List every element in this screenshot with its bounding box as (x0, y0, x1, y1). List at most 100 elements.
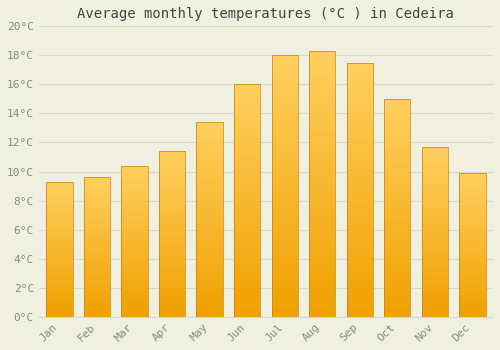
Bar (159, 169, 185, 171)
Bar (196, 260, 223, 262)
Bar (384, 108, 410, 110)
Bar (196, 159, 223, 161)
Bar (196, 198, 223, 200)
Bar (346, 106, 373, 108)
Bar (272, 275, 298, 278)
Bar (46, 282, 72, 283)
Bar (422, 196, 448, 198)
Bar (46, 234, 72, 236)
Bar (272, 267, 298, 270)
Bar (234, 170, 260, 173)
Bar (196, 235, 223, 237)
Bar (46, 240, 72, 241)
Bar (46, 290, 72, 291)
Bar (346, 88, 373, 91)
Bar (196, 192, 223, 194)
Bar (384, 225, 410, 228)
Bar (196, 136, 223, 138)
Bar (346, 96, 373, 98)
Bar (84, 254, 110, 256)
Bar (46, 236, 72, 237)
Bar (272, 139, 298, 142)
Bar (196, 128, 223, 130)
Bar (346, 230, 373, 233)
Bar (84, 214, 110, 215)
Bar (460, 213, 485, 215)
Bar (309, 282, 336, 285)
Bar (234, 159, 260, 161)
Bar (422, 206, 448, 208)
Bar (46, 205, 72, 206)
Bar (384, 162, 410, 164)
Bar (346, 314, 373, 317)
Bar (84, 297, 110, 299)
Bar (122, 273, 148, 274)
Bar (84, 301, 110, 303)
Bar (46, 218, 72, 219)
Bar (196, 257, 223, 258)
Bar (460, 284, 485, 285)
Bar (384, 217, 410, 219)
Bar (346, 197, 373, 200)
Bar (159, 153, 185, 154)
Bar (46, 265, 72, 267)
Bar (272, 202, 298, 204)
Bar (46, 251, 72, 252)
Bar (46, 272, 72, 274)
Bar (234, 87, 260, 89)
Bar (84, 246, 110, 247)
Bar (159, 237, 185, 239)
Bar (196, 309, 223, 311)
Bar (422, 211, 448, 213)
Bar (422, 264, 448, 266)
Bar (234, 231, 260, 233)
Bar (346, 184, 373, 187)
Bar (234, 289, 260, 291)
Bar (346, 271, 373, 274)
Bar (84, 282, 110, 284)
Bar (196, 289, 223, 292)
Bar (196, 262, 223, 264)
Bar (384, 110, 410, 112)
Bar (46, 188, 72, 190)
Bar (122, 228, 148, 229)
Bar (272, 121, 298, 123)
Bar (384, 267, 410, 269)
Bar (346, 279, 373, 281)
Bar (309, 280, 336, 282)
Bar (122, 210, 148, 211)
Bar (234, 287, 260, 289)
Bar (159, 315, 185, 317)
Bar (460, 288, 485, 289)
Bar (159, 305, 185, 307)
Bar (346, 225, 373, 228)
Bar (422, 254, 448, 256)
Bar (122, 193, 148, 195)
Bar (234, 315, 260, 317)
Title: Average monthly temperatures (°C ) in Cedeira: Average monthly temperatures (°C ) in Ce… (78, 7, 454, 21)
Bar (460, 205, 485, 206)
Bar (272, 147, 298, 149)
Bar (309, 102, 336, 104)
Bar (122, 240, 148, 241)
Bar (122, 297, 148, 299)
Bar (46, 237, 72, 238)
Bar (46, 304, 72, 306)
Bar (422, 183, 448, 184)
Bar (196, 155, 223, 157)
Bar (46, 249, 72, 251)
Bar (234, 296, 260, 298)
Bar (309, 155, 336, 157)
Bar (309, 93, 336, 96)
Bar (234, 149, 260, 152)
Bar (234, 187, 260, 189)
Bar (460, 222, 485, 223)
Bar (384, 151, 410, 153)
Bar (122, 255, 148, 256)
Bar (346, 274, 373, 276)
Bar (460, 197, 485, 199)
Bar (46, 303, 72, 304)
Bar (159, 239, 185, 241)
Bar (422, 159, 448, 160)
Bar (422, 245, 448, 247)
